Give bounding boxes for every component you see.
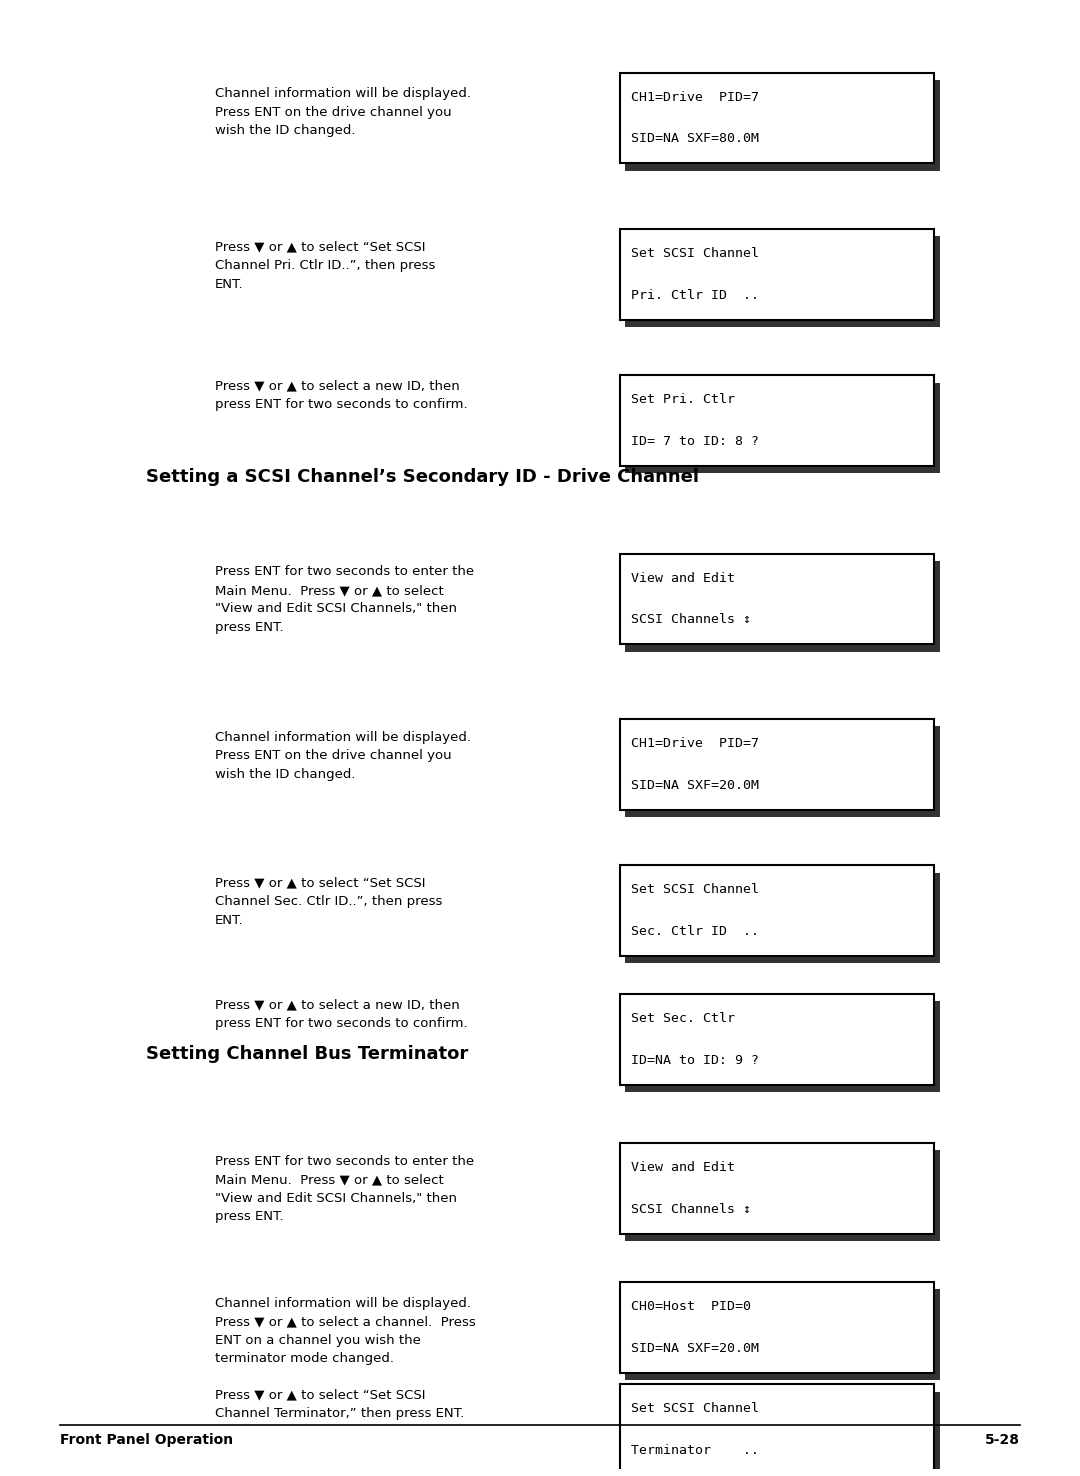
FancyBboxPatch shape <box>620 993 934 1085</box>
Text: Press ▼ or ▲ to select “Set SCSI
Channel Terminator,” then press ENT.: Press ▼ or ▲ to select “Set SCSI Channel… <box>215 1389 464 1420</box>
Text: Press ▼ or ▲ to select “Set SCSI
Channel Pri. Ctlr ID..”, then press
ENT.: Press ▼ or ▲ to select “Set SCSI Channel… <box>215 241 435 291</box>
FancyBboxPatch shape <box>625 1150 940 1241</box>
FancyBboxPatch shape <box>620 865 934 956</box>
Text: Pri. Ctlr ID  ..: Pri. Ctlr ID .. <box>631 289 758 303</box>
FancyBboxPatch shape <box>625 382 940 474</box>
Text: Terminator    ..: Terminator .. <box>631 1444 758 1457</box>
FancyBboxPatch shape <box>620 72 934 164</box>
Text: Set SCSI Channel: Set SCSI Channel <box>631 883 758 896</box>
Text: Sec. Ctlr ID  ..: Sec. Ctlr ID .. <box>631 925 758 937</box>
FancyBboxPatch shape <box>625 1289 940 1380</box>
FancyBboxPatch shape <box>625 561 940 652</box>
Text: Press ▼ or ▲ to select a new ID, then
press ENT for two seconds to confirm.: Press ▼ or ▲ to select a new ID, then pr… <box>215 998 468 1030</box>
Text: Channel information will be displayed.
Press ENT on the drive channel you
wish t: Channel information will be displayed. P… <box>215 731 471 781</box>
Text: Front Panel Operation: Front Panel Operation <box>60 1433 233 1446</box>
Text: Press ▼ or ▲ to select “Set SCSI
Channel Sec. Ctlr ID..”, then press
ENT.: Press ▼ or ▲ to select “Set SCSI Channel… <box>215 877 442 927</box>
Text: Set SCSI Channel: Set SCSI Channel <box>631 246 758 260</box>
Text: Setting a SCSI Channel’s Secondary ID - Drive Channel: Setting a SCSI Channel’s Secondary ID - … <box>146 468 699 486</box>
Text: CH0=Host  PID=0: CH0=Host PID=0 <box>631 1300 751 1312</box>
Text: Press ENT for two seconds to enter the
Main Menu.  Press ▼ or ▲ to select
"View : Press ENT for two seconds to enter the M… <box>215 565 474 635</box>
FancyBboxPatch shape <box>620 1281 934 1373</box>
Text: SCSI Channels ↕: SCSI Channels ↕ <box>631 614 751 626</box>
Text: Set SCSI Channel: Set SCSI Channel <box>631 1402 758 1415</box>
Text: SID=NA SXF=20.0M: SID=NA SXF=20.0M <box>631 779 758 791</box>
Text: SID=NA SXF=20.0M: SID=NA SXF=20.0M <box>631 1342 758 1355</box>
Text: ID= 7 to ID: 8 ?: ID= 7 to ID: 8 ? <box>631 435 758 449</box>
Text: 5-28: 5-28 <box>985 1433 1020 1446</box>
Text: CH1=Drive  PID=7: CH1=Drive PID=7 <box>631 90 758 103</box>
Text: View and Edit: View and Edit <box>631 571 734 584</box>
FancyBboxPatch shape <box>620 375 934 466</box>
Text: Setting Channel Bus Terminator: Setting Channel Bus Terminator <box>146 1045 468 1063</box>
Text: CH1=Drive  PID=7: CH1=Drive PID=7 <box>631 737 758 750</box>
Text: Set Pri. Ctlr: Set Pri. Ctlr <box>631 394 734 406</box>
Text: View and Edit: View and Edit <box>631 1162 734 1173</box>
Text: Press ▼ or ▲ to select a new ID, then
press ENT for two seconds to confirm.: Press ▼ or ▲ to select a new ID, then pr… <box>215 379 468 412</box>
FancyBboxPatch shape <box>625 872 940 964</box>
Text: SID=NA SXF=80.0M: SID=NA SXF=80.0M <box>631 133 758 146</box>
FancyBboxPatch shape <box>620 719 934 810</box>
Text: Set Sec. Ctlr: Set Sec. Ctlr <box>631 1013 734 1024</box>
FancyBboxPatch shape <box>620 229 934 320</box>
FancyBboxPatch shape <box>620 554 934 645</box>
FancyBboxPatch shape <box>625 1392 940 1476</box>
FancyBboxPatch shape <box>625 236 940 328</box>
Text: Channel information will be displayed.
Press ▼ or ▲ to select a channel.  Press
: Channel information will be displayed. P… <box>215 1296 475 1365</box>
FancyBboxPatch shape <box>625 726 940 816</box>
FancyBboxPatch shape <box>620 1142 934 1234</box>
Text: Channel information will be displayed.
Press ENT on the drive channel you
wish t: Channel information will be displayed. P… <box>215 87 471 137</box>
FancyBboxPatch shape <box>620 1384 934 1475</box>
Text: Press ENT for two seconds to enter the
Main Menu.  Press ▼ or ▲ to select
"View : Press ENT for two seconds to enter the M… <box>215 1154 474 1224</box>
FancyBboxPatch shape <box>625 1001 940 1092</box>
Text: ID=NA to ID: 9 ?: ID=NA to ID: 9 ? <box>631 1054 758 1067</box>
Text: SCSI Channels ↕: SCSI Channels ↕ <box>631 1203 751 1216</box>
FancyBboxPatch shape <box>625 80 940 171</box>
